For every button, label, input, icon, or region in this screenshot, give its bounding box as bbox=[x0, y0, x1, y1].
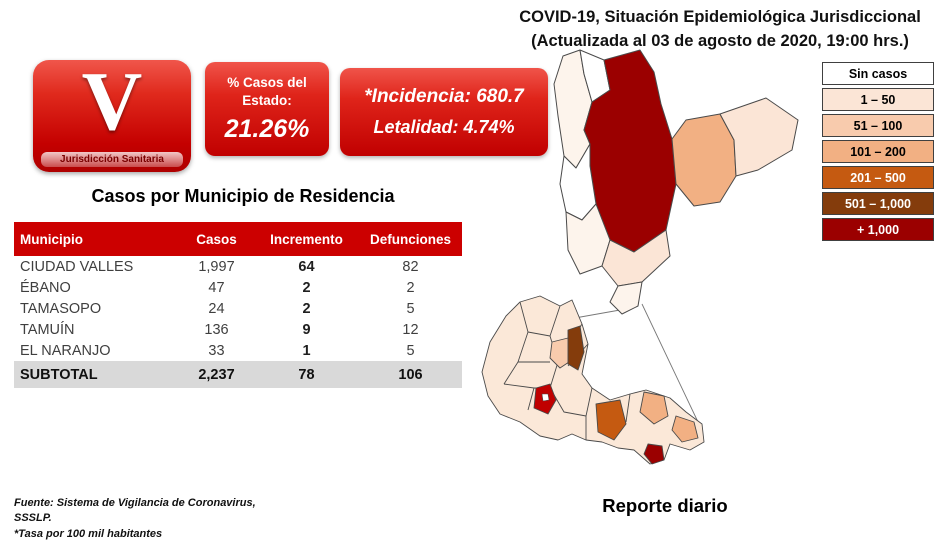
subtotal-row: SUBTOTAL 2,237 78 106 bbox=[14, 361, 462, 388]
cell-municipio: TAMASOPO bbox=[20, 300, 102, 317]
cell-incremento: 64 bbox=[298, 258, 315, 275]
col-header-defunciones: Defunciones bbox=[369, 231, 451, 247]
jurisdiction-logo: V Jurisdicción Sanitaria bbox=[33, 55, 191, 172]
source-note: Fuente: Sistema de Vigilancia de Coronav… bbox=[14, 496, 256, 526]
patch-501-1000 bbox=[567, 325, 585, 371]
state-cases-label: % Casos del Estado: bbox=[227, 74, 307, 108]
map-container bbox=[468, 44, 822, 494]
col-header-municipio: Municipio bbox=[20, 231, 83, 247]
source-line2: SSSLP. bbox=[14, 511, 52, 524]
report-label: Reporte diario bbox=[602, 495, 728, 516]
municipal-outline bbox=[481, 295, 705, 465]
legend-item-1-50: 1 – 50 bbox=[822, 88, 934, 111]
patch-sin-casos bbox=[541, 393, 550, 402]
cell-casos: 24 bbox=[208, 300, 225, 317]
state-map-group bbox=[553, 49, 799, 315]
subtotal-casos: 2,237 bbox=[198, 366, 235, 383]
legend-item-101-200: 101 – 200 bbox=[822, 140, 934, 163]
cases-table: Municipio Casos Incremento Defunciones C… bbox=[14, 222, 462, 388]
page-title: COVID-19, Situación Epidemiológica Juris… bbox=[498, 6, 942, 54]
cell-municipio: ÉBANO bbox=[20, 279, 71, 296]
subtotal-defunciones: 106 bbox=[398, 366, 423, 383]
logo-label: Jurisdicción Sanitaria bbox=[41, 152, 183, 167]
cell-defunciones: 2 bbox=[406, 279, 415, 296]
rate-note: *Tasa por 100 mil habitantes bbox=[14, 528, 163, 540]
state-region bbox=[719, 97, 799, 177]
table-row: CIUDAD VALLES 1,997 64 82 bbox=[14, 256, 462, 277]
table-row: TAMUÍN 136 9 12 bbox=[14, 319, 462, 340]
state-region bbox=[609, 281, 643, 315]
cell-municipio: CIUDAD VALLES bbox=[20, 258, 134, 275]
section-title: Casos por Municipio de Residencia bbox=[91, 186, 395, 206]
lethality-text: Letalidad: 4.74% bbox=[373, 117, 515, 137]
state-cases-badge: % Casos del Estado: 21.26% bbox=[205, 62, 329, 156]
patch-101-200-a bbox=[639, 391, 669, 425]
cell-casos: 1,997 bbox=[198, 258, 235, 275]
region-101-200 bbox=[671, 113, 737, 207]
legend-item-201-500: 201 – 500 bbox=[822, 166, 934, 189]
cell-incremento: 1 bbox=[302, 342, 311, 359]
legend-item-51-100: 51 – 100 bbox=[822, 114, 934, 137]
cell-defunciones: 82 bbox=[402, 258, 419, 275]
state-cases-value: 21.26% bbox=[224, 115, 310, 144]
cell-incremento: 2 bbox=[302, 279, 311, 296]
source-line1: Fuente: Sistema de Vigilancia de Coronav… bbox=[14, 497, 256, 509]
cell-municipio: TAMUÍN bbox=[20, 321, 75, 338]
patch-101-200-b bbox=[671, 415, 699, 443]
legend-item-501-1000: 501 – 1,000 bbox=[822, 192, 934, 215]
legend-item-plus-1000: + 1,000 bbox=[822, 218, 934, 241]
incidence-badge: *Incidencia: 680.7 Letalidad: 4.74% bbox=[340, 68, 548, 156]
cell-municipio: EL NARANJO bbox=[20, 342, 111, 359]
cell-incremento: 9 bbox=[302, 321, 311, 338]
incidence-text: *Incidencia: 680.7 bbox=[364, 86, 524, 107]
legend-item-sin-casos: Sin casos bbox=[822, 62, 934, 85]
cell-incremento: 2 bbox=[302, 300, 311, 317]
cell-casos: 136 bbox=[204, 321, 229, 338]
patch-51-100 bbox=[549, 337, 573, 369]
logo-letter: V bbox=[81, 55, 143, 148]
cell-defunciones: 5 bbox=[406, 342, 415, 359]
municipal-map-group bbox=[481, 295, 705, 465]
col-header-incremento: Incremento bbox=[270, 231, 343, 247]
table-header-row: Municipio Casos Incremento Defunciones bbox=[14, 222, 462, 256]
jurisdiction-map bbox=[481, 49, 799, 465]
cell-casos: 47 bbox=[208, 279, 225, 296]
page-title-line1: COVID-19, Situación Epidemiológica Juris… bbox=[519, 8, 921, 26]
map-legend: Sin casos 1 – 50 51 – 100 101 – 200 201 … bbox=[822, 62, 934, 244]
patch-201-500 bbox=[595, 399, 627, 441]
col-header-casos: Casos bbox=[196, 231, 237, 247]
cell-defunciones: 12 bbox=[402, 321, 419, 338]
subtotal-label: SUBTOTAL bbox=[20, 366, 98, 383]
state-region bbox=[601, 229, 671, 287]
cell-defunciones: 5 bbox=[406, 300, 415, 317]
cell-casos: 33 bbox=[208, 342, 225, 359]
patch-plus-1000-small bbox=[643, 443, 665, 465]
table-row: EL NARANJO 33 1 5 bbox=[14, 340, 462, 361]
table-row: ÉBANO 47 2 2 bbox=[14, 277, 462, 298]
subtotal-incremento: 78 bbox=[298, 366, 315, 383]
page-title-line2: (Actualizada al 03 de agosto de 2020, 19… bbox=[531, 31, 909, 50]
table-row: TAMASOPO 24 2 5 bbox=[14, 298, 462, 319]
